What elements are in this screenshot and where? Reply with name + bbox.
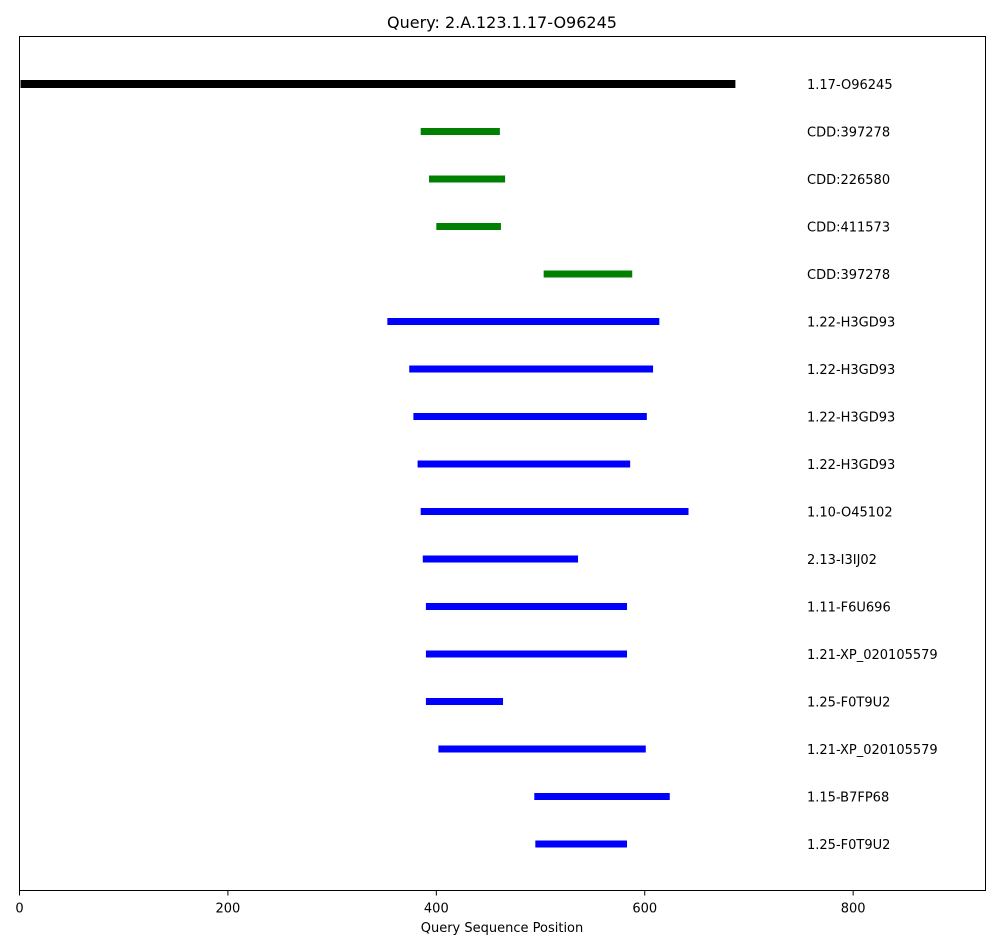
segment-label: 1.21-XP_020105579: [807, 743, 938, 758]
plot-area-frame: [19, 36, 986, 891]
segment-label: 1.17-O96245: [807, 78, 893, 93]
x-axis-label: Query Sequence Position: [421, 921, 584, 936]
chart-title: Query: 2.A.123.1.17-O96245: [387, 13, 617, 32]
segment-labels: 1.17-O96245 CDD:397278 CDD:226580 CDD:41157…: [807, 78, 938, 853]
segment-label: 2.13-I3IJ02: [807, 553, 877, 568]
segment-label: 1.22-H3GD93: [807, 458, 895, 473]
segment-label: 1.10-O45102: [807, 506, 893, 521]
segment-label: CDD:411573: [807, 221, 890, 236]
segment-label: 1.22-H3GD93: [807, 411, 895, 426]
segment-bars: [20, 80, 736, 848]
segment-label: 1.25-F0T9U2: [807, 838, 890, 853]
segment-label: CDD:397278: [807, 268, 890, 283]
segment-label: 1.11-F6U696: [807, 601, 891, 616]
x-tick-label: 600: [632, 902, 657, 917]
segment-label: 1.22-H3GD93: [807, 363, 895, 378]
x-tick-label: 400: [424, 902, 449, 917]
x-tick-label: 800: [841, 902, 866, 917]
segment-label: 1.15-B7FP68: [807, 791, 889, 806]
segment-label: 1.21-XP_020105579: [807, 648, 938, 663]
x-tick-label: 0: [15, 902, 23, 917]
segment-label: 1.25-F0T9U2: [807, 696, 890, 711]
segment-label: CDD:397278: [807, 126, 890, 141]
segment-label: 1.22-H3GD93: [807, 316, 895, 331]
x-axis: 0 200 400 600 800: [15, 890, 866, 917]
segment-label: CDD:226580: [807, 173, 890, 188]
x-tick-label: 200: [216, 902, 241, 917]
